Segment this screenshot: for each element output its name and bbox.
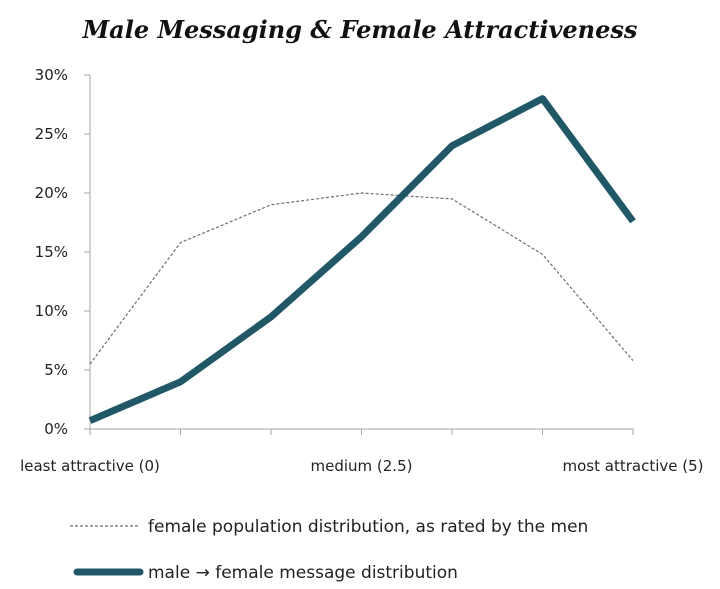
legend-entry-female-population: female population distribution, as rated…: [70, 517, 588, 537]
series-lines: [88, 95, 636, 424]
series-line-female-population: [89, 192, 634, 365]
legend-entry-male-messages: male → female message distribution: [73, 563, 458, 583]
x-axis-tickmarks: [89, 429, 634, 435]
legend-label-male-messages: male → female message distribution: [148, 563, 458, 583]
x-tick-label: most attractive (5): [563, 457, 704, 475]
x-axis-labels: least attractive (0) medium (2.5) most att…: [20, 457, 703, 475]
legend: female population distribution, as rated…: [70, 517, 588, 583]
y-tick-label: 0%: [44, 420, 68, 438]
y-tick-label: 10%: [35, 302, 68, 320]
y-axis-ticks: 0% 5% 10% 15% 20% 25% 30%: [35, 66, 90, 438]
y-tick-label: 5%: [44, 361, 68, 379]
chart-title: Male Messaging & Female Attractiveness: [82, 15, 638, 44]
y-tick-label: 25%: [35, 125, 68, 143]
y-tick-label: 30%: [35, 66, 68, 84]
x-tick-label: medium (2.5): [311, 457, 413, 475]
x-tick-label: least attractive (0): [20, 457, 160, 475]
y-tick-label: 15%: [35, 243, 68, 261]
legend-label-female-population: female population distribution, as rated…: [148, 517, 588, 537]
y-tick-label: 20%: [35, 184, 68, 202]
series-line-male-messages: [88, 95, 636, 424]
